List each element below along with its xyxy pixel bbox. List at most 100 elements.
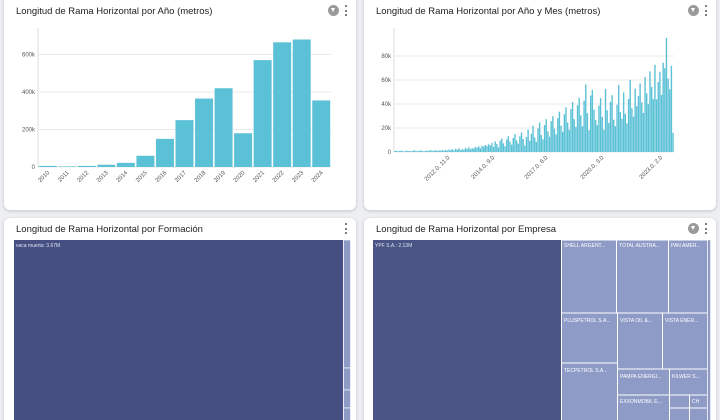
bar[interactable]	[454, 148, 457, 152]
bar[interactable]	[428, 150, 430, 152]
bar[interactable]	[524, 145, 526, 152]
bar[interactable]	[662, 62, 664, 152]
bar[interactable]	[614, 126, 617, 152]
bar[interactable]	[438, 150, 440, 152]
bar[interactable]	[312, 100, 331, 167]
bar[interactable]	[496, 144, 498, 152]
bar[interactable]	[608, 122, 610, 152]
bar[interactable]	[606, 110, 608, 152]
bar[interactable]	[667, 78, 669, 152]
bar[interactable]	[413, 150, 416, 152]
bar[interactable]	[637, 95, 640, 152]
more-vertical-icon[interactable]	[344, 223, 348, 234]
bar[interactable]	[497, 147, 500, 152]
treemap-cell[interactable]	[669, 394, 690, 409]
bar[interactable]	[540, 134, 542, 152]
bar[interactable]	[461, 149, 463, 152]
bar[interactable]	[398, 150, 401, 152]
bar[interactable]	[586, 113, 589, 152]
bar[interactable]	[543, 125, 546, 152]
bar[interactable]	[629, 79, 631, 152]
bar[interactable]	[484, 145, 486, 152]
bar[interactable]	[573, 119, 575, 152]
bar[interactable]	[456, 149, 458, 152]
bar[interactable]	[575, 127, 577, 152]
treemap-cell-minor[interactable]	[343, 407, 351, 420]
bar[interactable]	[453, 150, 455, 152]
bar[interactable]	[537, 128, 539, 152]
bar[interactable]	[412, 150, 414, 152]
bar[interactable]	[570, 109, 572, 152]
filter-icon[interactable]	[688, 5, 699, 16]
bar[interactable]	[646, 93, 648, 152]
bar[interactable]	[664, 68, 666, 152]
bar[interactable]	[618, 85, 620, 152]
bar[interactable]	[440, 150, 442, 152]
bar[interactable]	[426, 150, 429, 152]
more-vertical-icon[interactable]	[704, 5, 708, 16]
bar[interactable]	[464, 147, 467, 152]
bar[interactable]	[422, 151, 424, 152]
bar[interactable]	[504, 146, 506, 152]
bar[interactable]	[499, 140, 501, 152]
bar[interactable]	[593, 109, 595, 152]
bar[interactable]	[631, 108, 633, 152]
bar[interactable]	[501, 138, 503, 152]
bar[interactable]	[571, 102, 574, 152]
bar[interactable]	[446, 150, 449, 152]
bar[interactable]	[445, 149, 447, 152]
treemap-cell[interactable]	[707, 239, 711, 420]
bar[interactable]	[430, 150, 432, 152]
bar[interactable]	[136, 155, 155, 167]
bar[interactable]	[517, 143, 519, 152]
bar[interactable]	[458, 148, 460, 152]
bar[interactable]	[566, 122, 569, 152]
bar[interactable]	[394, 151, 396, 152]
bar[interactable]	[116, 162, 135, 167]
treemap-cell[interactable]	[668, 239, 708, 314]
treemap-cell[interactable]	[561, 239, 617, 314]
bar[interactable]	[397, 151, 399, 152]
bar[interactable]	[604, 88, 607, 152]
bar[interactable]	[395, 150, 398, 152]
bar[interactable]	[639, 83, 641, 152]
bar[interactable]	[487, 144, 490, 152]
bar[interactable]	[624, 113, 626, 152]
bar[interactable]	[558, 111, 561, 152]
bar[interactable]	[655, 99, 658, 152]
treemap-cell[interactable]	[669, 407, 690, 420]
bar[interactable]	[538, 122, 541, 152]
bar[interactable]	[512, 137, 514, 152]
bar[interactable]	[557, 118, 559, 152]
bar[interactable]	[510, 144, 513, 152]
bar[interactable]	[654, 64, 656, 152]
bar[interactable]	[506, 139, 508, 152]
more-vertical-icon[interactable]	[704, 223, 708, 234]
bar[interactable]	[642, 112, 645, 152]
bar[interactable]	[450, 150, 452, 152]
bar[interactable]	[435, 150, 437, 152]
bar[interactable]	[530, 133, 533, 152]
bar[interactable]	[155, 138, 174, 167]
treemap-cell[interactable]	[669, 368, 708, 396]
bar[interactable]	[660, 94, 663, 152]
bar[interactable]	[214, 88, 233, 167]
bar[interactable]	[418, 150, 421, 152]
bar[interactable]	[514, 134, 516, 152]
bar[interactable]	[578, 97, 580, 152]
bar[interactable]	[636, 106, 638, 152]
bar[interactable]	[420, 150, 422, 152]
bar[interactable]	[481, 145, 483, 152]
bar[interactable]	[596, 125, 598, 152]
bar[interactable]	[601, 116, 603, 152]
bar[interactable]	[647, 104, 650, 152]
bar[interactable]	[468, 147, 470, 152]
bar[interactable]	[547, 131, 549, 152]
bar[interactable]	[580, 115, 582, 152]
bar[interactable]	[408, 151, 411, 152]
bar[interactable]	[273, 42, 292, 167]
bar[interactable]	[38, 165, 57, 167]
bar[interactable]	[433, 150, 435, 152]
bar[interactable]	[598, 105, 600, 152]
bar[interactable]	[522, 139, 524, 152]
